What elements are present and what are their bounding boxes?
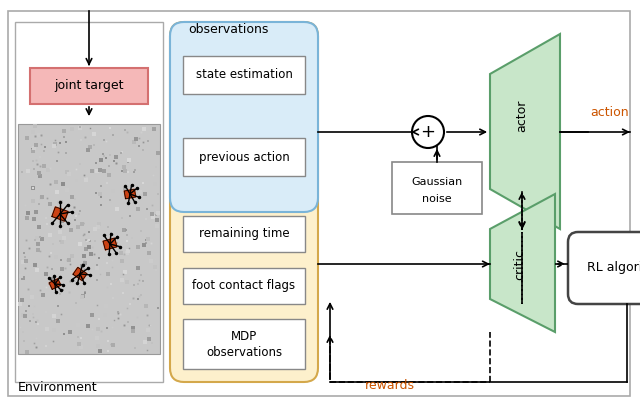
Bar — [30, 68, 148, 104]
FancyBboxPatch shape — [568, 232, 640, 304]
Bar — [183, 56, 305, 94]
Circle shape — [412, 116, 444, 148]
Text: Gaussian: Gaussian — [412, 177, 463, 187]
FancyBboxPatch shape — [170, 22, 318, 212]
Bar — [183, 138, 305, 176]
Text: noise: noise — [422, 194, 452, 204]
Text: actor: actor — [515, 100, 529, 132]
Bar — [183, 216, 305, 252]
Bar — [18, 124, 160, 354]
Text: foot contact flags: foot contact flags — [193, 280, 296, 292]
Text: previous action: previous action — [198, 151, 289, 164]
Text: remaining time: remaining time — [198, 227, 289, 240]
Text: MDP: MDP — [231, 330, 257, 343]
Text: joint target: joint target — [54, 80, 124, 93]
Polygon shape — [103, 238, 117, 250]
Text: observations: observations — [206, 345, 282, 358]
Text: rewards: rewards — [365, 379, 415, 392]
Text: critic: critic — [513, 248, 527, 280]
Polygon shape — [49, 279, 61, 289]
Text: observations: observations — [188, 23, 268, 36]
Polygon shape — [490, 34, 560, 229]
Bar — [183, 319, 305, 369]
Bar — [15, 22, 163, 382]
Bar — [392, 162, 482, 214]
Polygon shape — [52, 207, 68, 221]
Text: action: action — [590, 105, 628, 118]
Polygon shape — [73, 267, 87, 281]
Bar — [183, 268, 305, 304]
Polygon shape — [490, 194, 555, 332]
Text: state estimation: state estimation — [196, 69, 292, 82]
Text: Environment: Environment — [18, 381, 98, 394]
Text: RL algorithm: RL algorithm — [587, 261, 640, 274]
FancyBboxPatch shape — [170, 22, 318, 382]
Polygon shape — [124, 189, 136, 199]
Text: +: + — [420, 123, 435, 141]
